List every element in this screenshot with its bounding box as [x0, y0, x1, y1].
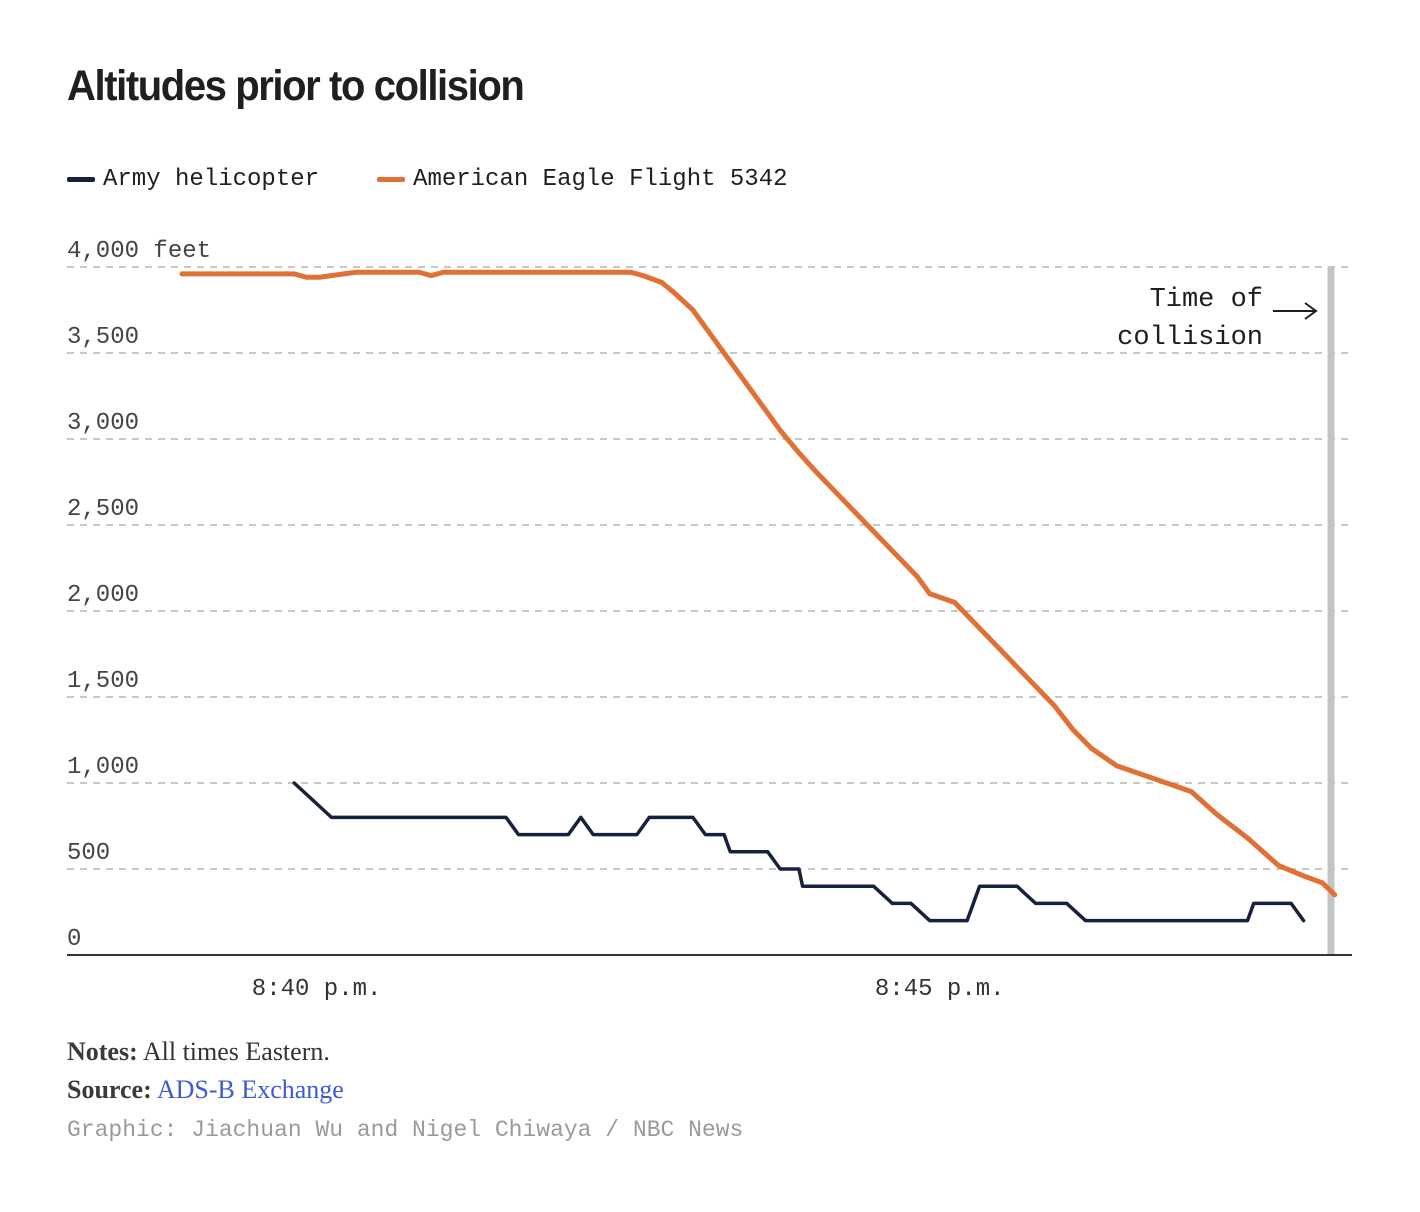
x-axis-labels: 8:40 p.m. 8:45 p.m.: [252, 976, 1005, 1003]
legend-label-helicopter: Army helicopter: [103, 166, 320, 193]
y-tick-label: 2,000: [67, 582, 139, 609]
chart-title: Altitudes prior to collision: [67, 62, 525, 110]
legend-item-helicopter: Army helicopter: [67, 166, 319, 193]
y-tick-label: 4,000 feet: [67, 238, 211, 265]
source-label: Source:: [67, 1075, 152, 1104]
series-lines: [179, 269, 1338, 923]
notes: Notes: All times Eastern.: [67, 1037, 330, 1067]
notes-label: Notes:: [67, 1037, 138, 1066]
legend: Army helicopter American Eagle Flight 53…: [67, 166, 846, 193]
legend-swatch-flight: [377, 177, 406, 182]
arrow-right-icon: [1273, 302, 1318, 320]
legend-item-flight: American Eagle Flight 5342: [377, 166, 788, 193]
source-link[interactable]: ADS-B Exchange: [156, 1075, 344, 1104]
series-line-helicopter: [292, 781, 1306, 923]
y-tick-label: 3,500: [67, 324, 139, 351]
y-tick-label: 2,500: [67, 496, 139, 523]
y-tick-label: 1,500: [67, 668, 139, 695]
y-tick-label: 0: [67, 926, 81, 953]
y-unit-label: feet: [139, 238, 211, 265]
legend-label-flight: American Eagle Flight 5342: [413, 166, 788, 193]
y-tick-label: 500: [67, 840, 110, 867]
grid-lines: [67, 266, 1352, 870]
annotation-line-1: Time of: [1150, 285, 1263, 315]
graphic-credit: Graphic: Jiachuan Wu and Nigel Chiwaya /…: [67, 1117, 744, 1143]
annotation-line-2: collision: [1117, 323, 1263, 353]
y-tick-label: 3,000: [67, 410, 139, 437]
source: Source: ADS-B Exchange: [67, 1075, 344, 1105]
legend-swatch-helicopter: [67, 177, 95, 182]
x-tick-label: 8:40 p.m.: [252, 976, 382, 1003]
collision-annotation: Time of collision: [1117, 285, 1318, 353]
x-tick-label: 8:45 p.m.: [875, 976, 1005, 1003]
y-axis-labels: 0 500 1,000 1,500 2,000 2,500 3,000 3,500 4,000 …: [67, 238, 211, 953]
notes-text: All times Eastern.: [142, 1037, 330, 1066]
y-tick-label: 1,000: [67, 754, 139, 781]
series-line-flight: [179, 269, 1338, 898]
